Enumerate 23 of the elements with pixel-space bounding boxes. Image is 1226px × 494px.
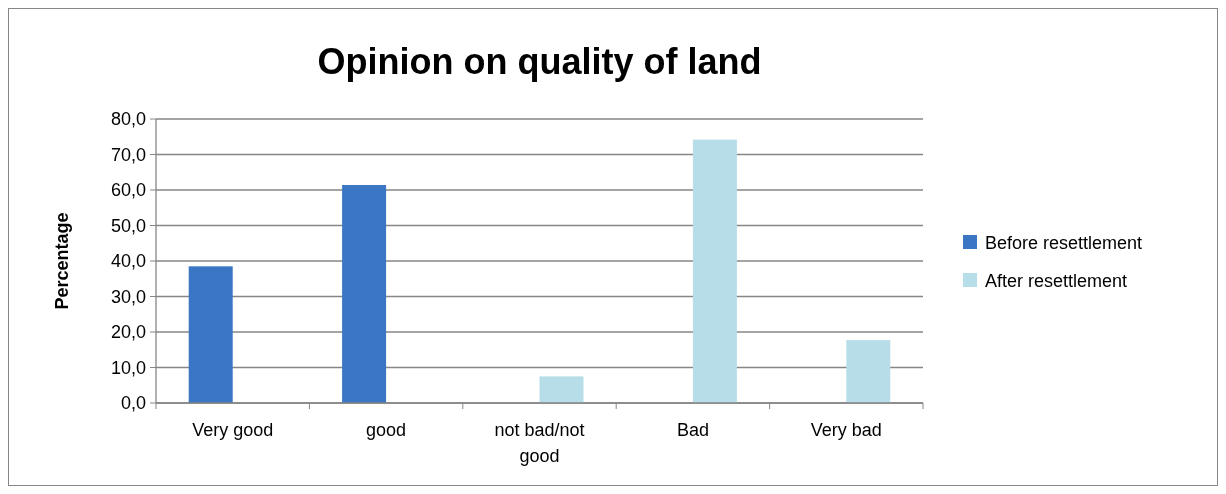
- y-tick-label: 50,0: [110, 215, 146, 236]
- y-tick-label: 70,0: [110, 144, 146, 165]
- bar: [188, 266, 233, 403]
- x-tick-label: not bad/not good: [494, 420, 585, 466]
- chart-title: Opinion on quality of land: [317, 41, 762, 82]
- x-tick-label: Very good: [192, 420, 274, 440]
- y-tick-label: 80,0: [110, 109, 146, 130]
- y-tick-label: 30,0: [110, 286, 146, 307]
- legend-label: Before resettlement: [985, 233, 1143, 254]
- bar: [692, 139, 737, 403]
- y-tick-label: 10,0: [110, 357, 146, 378]
- x-tick-label: Very bad: [810, 420, 882, 440]
- y-tick-label: 40,0: [110, 251, 146, 272]
- bar: [539, 376, 584, 403]
- bar: [846, 340, 891, 403]
- y-tick-label: 0,0: [120, 393, 146, 414]
- y-axis-title: Percentage: [52, 212, 72, 310]
- y-tick-label: 20,0: [110, 322, 146, 343]
- x-tick-label: good: [366, 420, 407, 440]
- x-tick-label: Bad: [676, 420, 709, 440]
- bar: [342, 185, 387, 403]
- y-tick-label: 60,0: [110, 180, 146, 201]
- legend-label: After resettlement: [985, 271, 1128, 292]
